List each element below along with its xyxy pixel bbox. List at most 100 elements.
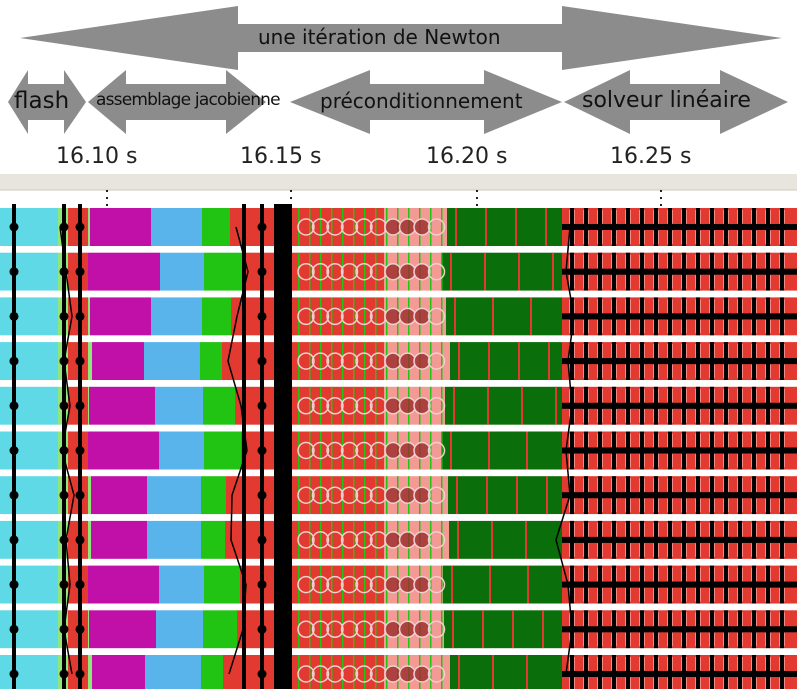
preconditioning-segment (442, 252, 562, 291)
event-stripe (331, 431, 333, 470)
comm-circle (311, 307, 330, 326)
comm-circle (355, 531, 373, 549)
assembly-segment (91, 520, 147, 559)
assembly-segment (144, 342, 200, 381)
event-stripe (353, 520, 355, 559)
event-stripe (552, 252, 554, 291)
assembly-segment (88, 520, 91, 559)
assembly-segment (160, 252, 204, 291)
event-stripe (441, 208, 443, 246)
phase-label-flash: flash (14, 88, 70, 114)
event-stripe (527, 565, 529, 604)
tick-label: 16.10 s (56, 144, 138, 169)
assembly-segment (202, 208, 230, 246)
comm-circle (340, 262, 359, 281)
comm-circle (326, 486, 344, 504)
comm-circle (297, 397, 315, 415)
barrier-dot (257, 311, 267, 321)
event-stripe (545, 208, 547, 246)
event-stripe (456, 476, 458, 515)
phase-label-jacobian-assembly: assemblage jacobienne (96, 90, 281, 110)
assembly-segment (200, 342, 222, 381)
event-stripe (331, 297, 333, 336)
comm-circle (384, 620, 402, 639)
comm-circle (413, 307, 431, 326)
comm-circle (427, 531, 446, 549)
comm-circle (384, 397, 402, 415)
event-stripe (309, 342, 311, 381)
comm-circle (311, 486, 330, 504)
comm-circle (355, 307, 373, 326)
event-stripe (451, 565, 453, 604)
sync-path (227, 226, 249, 675)
event-stripe (488, 431, 490, 470)
event-stripe (320, 476, 322, 515)
event-stripe (542, 610, 544, 649)
barrier-dot (257, 535, 267, 545)
tick-label: 16.20 s (426, 144, 508, 169)
comm-circle (297, 486, 315, 504)
preconditioning-segment (447, 208, 562, 246)
barrier-dot (257, 624, 267, 634)
event-stripe (485, 208, 487, 246)
comm-circle (384, 531, 402, 549)
comm-circle (427, 620, 446, 639)
trace-rows (0, 204, 797, 689)
event-stripe (492, 655, 494, 689)
event-stripe (320, 610, 322, 649)
sync-line (562, 447, 797, 454)
comm-circle (427, 441, 446, 460)
assembly-segment (88, 252, 160, 291)
event-stripe (353, 386, 355, 425)
flash-arrow (8, 70, 86, 134)
event-stripe (309, 208, 311, 246)
barrier-dot (9, 580, 19, 590)
assembly-segment (92, 655, 145, 689)
preconditioning-segment (443, 565, 562, 604)
row-separator (0, 469, 797, 477)
event-stripe (482, 610, 484, 649)
barrier-dot (75, 624, 85, 634)
event-stripe (353, 610, 355, 649)
comm-circle (326, 352, 344, 370)
sync-line (562, 671, 797, 677)
assembly-segment (151, 297, 202, 336)
row-separator (0, 335, 797, 343)
event-stripe (353, 431, 355, 470)
flash-segment (0, 386, 58, 425)
comm-circle (413, 352, 431, 370)
comm-circle (398, 218, 417, 236)
comm-circle (384, 262, 402, 281)
comm-circle (355, 441, 373, 460)
sync-line (562, 313, 797, 320)
barrier-dot (75, 446, 85, 455)
comm-circle (340, 397, 359, 415)
event-stripe (331, 655, 333, 689)
barrier-dot (9, 446, 19, 455)
tick-label: 16.25 s (610, 144, 692, 169)
event-stripe (441, 297, 443, 336)
preconditioning-segment (446, 297, 562, 336)
comm-circle (297, 441, 315, 460)
comm-circle (326, 575, 344, 594)
barrier-dot (9, 624, 19, 634)
barrier-dot (9, 401, 19, 411)
comm-circle (311, 441, 330, 460)
comm-circle (427, 352, 446, 370)
comm-circle (311, 352, 330, 370)
comm-circle (384, 218, 402, 236)
row-separator (0, 648, 797, 655)
assembly-segment (88, 208, 90, 246)
event-stripe (353, 565, 355, 604)
barrier-dot (257, 401, 267, 411)
event-stripe (320, 431, 322, 470)
comm-circle (340, 218, 359, 236)
barrier-dot (59, 490, 69, 500)
event-stripe (441, 252, 443, 291)
event-stripe (441, 386, 443, 425)
event-stripe (489, 565, 491, 604)
event-stripe (375, 342, 377, 381)
event-stripe (320, 342, 322, 381)
tick-markers (106, 190, 662, 210)
comm-circle (384, 307, 402, 326)
